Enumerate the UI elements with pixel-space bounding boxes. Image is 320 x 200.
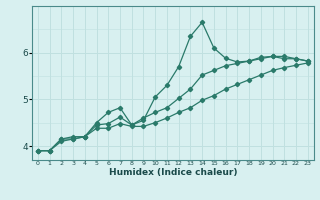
X-axis label: Humidex (Indice chaleur): Humidex (Indice chaleur) (108, 168, 237, 177)
